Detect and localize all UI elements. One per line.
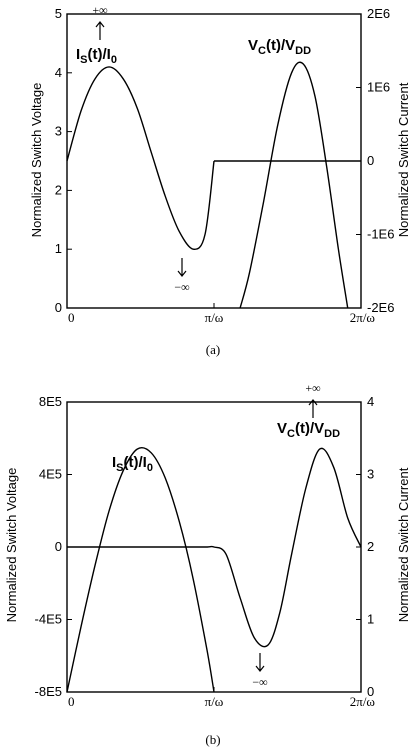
left-tick-label: -8E5 [35,684,62,699]
left-y-ticks-a: 0 1 2 3 4 5 [55,6,72,315]
series-line-a-0 [66,66,215,251]
series-label-vc-a: VC(t)/VDD [248,37,311,57]
arrow-up-icon [95,21,105,40]
left-tick-label: 3 [55,124,62,139]
x-tick-label: π/ω [205,694,224,709]
annotation-minus-infinity-a: −∞ [174,280,189,294]
left-tick-label: 4E5 [39,467,62,482]
series-label-vc-b: VC(t)/VDD [277,420,340,440]
right-tick-label: 3 [367,467,374,482]
right-tick-label: 1E6 [367,80,390,95]
arrow-down-icon [177,258,187,277]
left-tick-label: 1 [55,241,62,256]
series-group-a [66,61,361,309]
series-line-a-2 [239,61,349,309]
x-ticks-a: 0 π/ω 2π/ω [66,303,376,325]
right-tick-label: -2E6 [367,300,394,315]
right-tick-label: 2E6 [367,6,390,21]
x-ticks-b: 0 π/ω 2π/ω [66,687,376,709]
right-tick-label: 0 [367,684,374,699]
series-line-b-1 [67,447,362,648]
caption-a: (a) [206,342,220,357]
y-axis-label-left-b: Normalized Switch Voltage [4,468,19,623]
caption-b: (b) [205,732,220,747]
chart-b: -8E5 -4E5 0 4E5 8E5 0 1 2 3 4 0 π/ω 2π/ω Normalize… [4,381,411,747]
x-tick-label: 2π/ω [350,310,376,325]
y-axis-label-left-a: Normalized Switch Voltage [29,83,44,238]
right-y-ticks-b: 0 1 2 3 4 [356,394,374,699]
left-tick-label: 8E5 [39,394,62,409]
x-tick-label: 0 [68,310,75,325]
right-y-ticks-a: -2E6 -1E6 0 1E6 2E6 [356,6,394,315]
x-tick-label: 2π/ω [350,694,376,709]
left-tick-label: 4 [55,65,62,80]
right-tick-label: 4 [367,394,374,409]
left-tick-label: 0 [55,300,62,315]
left-tick-label: 0 [55,539,62,554]
arrow-up-icon [308,399,318,418]
x-tick-label: π/ω [205,310,224,325]
series-label-is-b: IS(t)/I0 [112,454,153,474]
annotation-plus-infinity-b: +∞ [305,381,320,395]
x-tick-label: 0 [68,694,75,709]
chart-a: 0 1 2 3 4 5 -2E6 -1E6 0 1E6 2E6 0 π/ω 2π/ω Normaliz… [29,3,411,357]
right-tick-label: -1E6 [367,227,394,242]
annotation-minus-infinity-b: −∞ [252,675,267,689]
series-label-is-a: IS(t)/I0 [76,46,117,66]
right-tick-label: 1 [367,612,374,627]
y-axis-label-right-b: Normalized Switch Current [396,467,411,622]
right-tick-label: 0 [367,153,374,168]
left-y-ticks-b: -8E5 -4E5 0 4E5 8E5 [35,394,72,699]
y-axis-label-right-a: Normalized Switch Current [396,82,411,237]
left-tick-label: 5 [55,6,62,21]
annotation-plus-infinity-a: +∞ [92,3,107,17]
left-tick-label: 2 [55,182,62,197]
right-tick-label: 2 [367,539,374,554]
series-group-b [66,446,362,693]
arrow-down-icon [255,653,265,672]
series-line-b-0 [66,446,215,693]
left-tick-label: -4E5 [35,612,62,627]
